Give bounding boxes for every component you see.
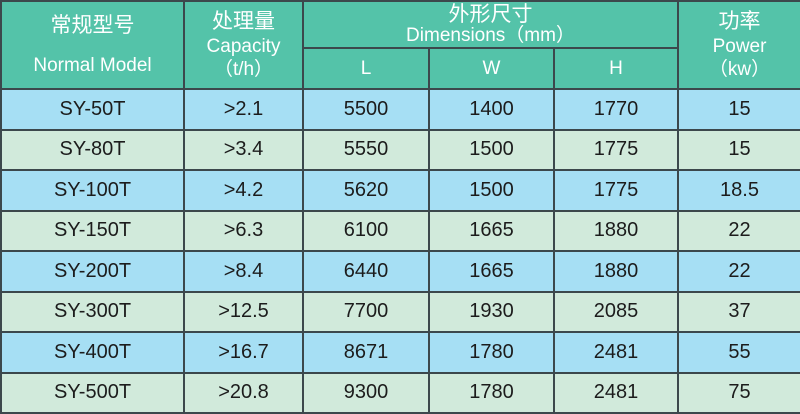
header-power-zh: 功率 [718,9,761,33]
cell-capacity: >16.7 [183,331,304,374]
cell-capacity: >8.4 [183,250,304,293]
header-dim-w: W [428,47,555,90]
cell-capacity: >6.3 [183,209,304,252]
cell-model: SY-80T [0,128,185,171]
cell-model: SY-500T [0,371,185,414]
cell-length: 9300 [302,371,430,414]
cell-power: 75 [677,371,800,414]
header-dim-l: L [302,47,430,90]
cell-capacity: >2.1 [183,88,304,131]
header-capacity: 处理量 Capacity （t/h） [183,0,304,90]
cell-width: 1500 [428,169,555,212]
cell-width: 1780 [428,331,555,374]
cell-power: 55 [677,331,800,374]
table-row: SY-400T >16.7 8671 1780 2481 55 [0,331,800,374]
header-dim-h: H [552,47,680,90]
cell-capacity: >20.8 [183,371,304,414]
cell-model: SY-50T [0,88,185,131]
table-row: SY-300T >12.5 7700 1930 2085 37 [0,290,800,333]
cell-power: 22 [677,250,800,293]
cell-height: 1880 [552,250,680,293]
cell-length: 6440 [302,250,430,293]
cell-height: 2481 [552,331,680,374]
cell-height: 2481 [552,371,680,414]
cell-width: 1930 [428,290,555,333]
cell-power: 22 [677,209,800,252]
cell-power: 15 [677,88,800,131]
header-dimensions: 外形尺寸 Dimensions（mm） [301,0,680,49]
cell-width: 1665 [428,209,555,252]
cell-height: 1770 [552,88,680,131]
header-power: 功率 Power （kw） [677,0,800,90]
header-capacity-en: Capacity [206,35,281,57]
cell-width: 1400 [428,88,555,131]
table-row: SY-500T >20.8 9300 1780 2481 75 [0,371,800,414]
cell-model: SY-300T [0,290,185,333]
header-model: 常规型号 Normal Model [0,0,185,90]
table-row: SY-50T >2.1 5500 1400 1770 15 [0,88,800,131]
cell-power: 15 [677,128,800,171]
cell-length: 5550 [302,128,430,171]
cell-capacity: >12.5 [183,290,304,333]
cell-capacity: >4.2 [183,169,304,212]
cell-length: 5500 [302,88,430,131]
cell-length: 7700 [302,290,430,333]
header-capacity-zh: 处理量 [212,9,275,33]
header-power-en: Power [712,35,767,57]
cell-height: 1775 [552,128,680,171]
cell-height: 1775 [552,169,680,212]
cell-model: SY-200T [0,250,185,293]
table-row: SY-100T >4.2 5620 1500 1775 18.5 [0,169,800,212]
cell-width: 1780 [428,371,555,414]
cell-height: 1880 [552,209,680,252]
cell-height: 2085 [552,290,680,333]
cell-capacity: >3.4 [183,128,304,171]
cell-power: 18.5 [677,169,800,212]
cell-length: 8671 [302,331,430,374]
cell-width: 1665 [428,250,555,293]
header-power-unit: （kw） [708,59,771,81]
cell-length: 6100 [302,209,430,252]
cell-model: SY-100T [0,169,185,212]
header-dimensions-zh: 外形尺寸 [448,3,533,26]
table-row: SY-200T >8.4 6440 1665 1880 22 [0,250,800,293]
header-model-en: Normal Model [33,54,152,76]
header-capacity-unit: （t/h） [213,59,274,81]
cell-length: 5620 [302,169,430,212]
cell-width: 1500 [428,128,555,171]
cell-model: SY-400T [0,331,185,374]
header-model-zh: 常规型号 [50,14,135,38]
cell-power: 37 [677,290,800,333]
table-row: SY-150T >6.3 6100 1665 1880 22 [0,209,800,252]
table-row: SY-80T >3.4 5550 1500 1775 15 [0,128,800,171]
cell-model: SY-150T [0,209,185,252]
header-dimensions-en: Dimensions（mm） [406,25,575,47]
